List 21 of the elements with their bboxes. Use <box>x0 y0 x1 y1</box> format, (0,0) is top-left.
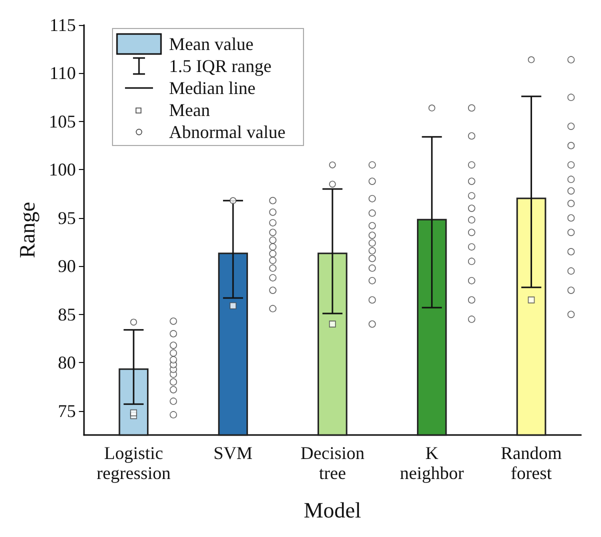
y-tick-label: 85 <box>58 304 76 324</box>
y-tick-label: 75 <box>58 400 76 421</box>
x-tick-label: Logistic regression <box>96 443 171 483</box>
legend-label: Mean value <box>169 33 254 55</box>
y-tick-label: 95 <box>58 208 76 228</box>
x-tick-label: SVM <box>214 443 253 463</box>
annotation: Median line <box>169 77 256 99</box>
legend-label: Mean <box>169 99 210 121</box>
y-tick-label: 110 <box>50 63 76 84</box>
legend-label: Abnormal value <box>169 121 286 143</box>
y-tick-label: 105 <box>48 111 76 132</box>
x-tick-label: Decision tree <box>300 443 364 483</box>
x-tick-label: K neighbor <box>400 443 464 483</box>
annotation: 1.5 IQR range <box>169 55 272 77</box>
y-axis-title: Range <box>14 202 40 258</box>
y-tick-label: 100 <box>48 160 76 180</box>
y-tick-label: 80 <box>58 352 76 373</box>
x-axis-title: Model <box>304 498 362 522</box>
y-tick-label: 90 <box>58 256 76 276</box>
y-tick-label: 115 <box>50 15 76 35</box>
x-tick-label: Random forest <box>500 443 562 483</box>
